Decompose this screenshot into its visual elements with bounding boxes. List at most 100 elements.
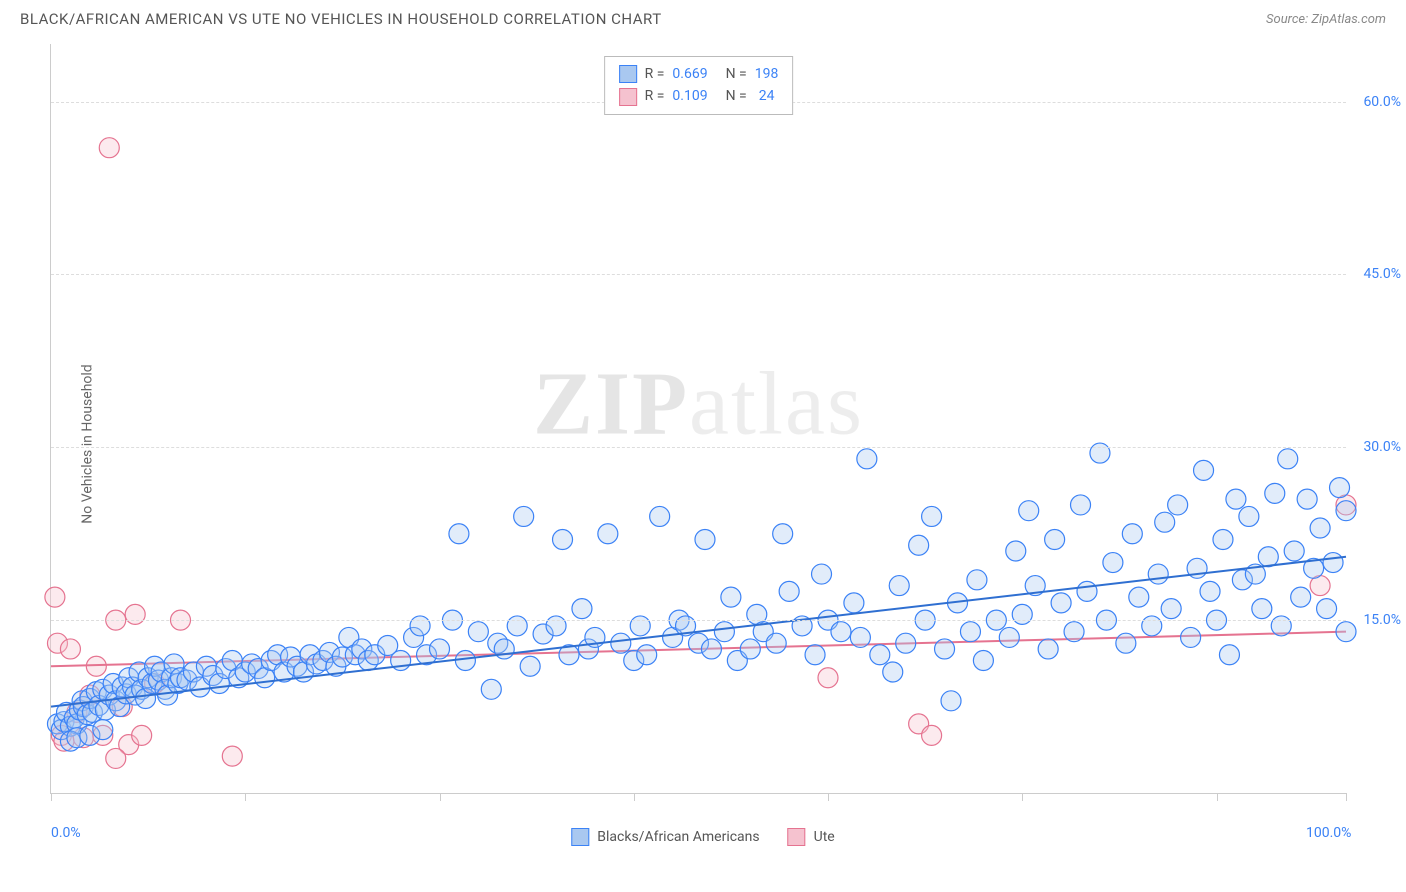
scatter-point (1258, 547, 1278, 567)
scatter-point (1155, 512, 1175, 532)
legend-item: Blacks/African Americans (571, 828, 759, 846)
x-tick (1022, 793, 1023, 801)
x-tick-label: 0.0% (51, 825, 81, 841)
scatter-point (1090, 443, 1110, 463)
scatter-point (1265, 483, 1285, 503)
scatter-point (1213, 529, 1233, 549)
scatter-point (1252, 599, 1272, 619)
x-tick (634, 793, 635, 801)
scatter-point (1291, 587, 1311, 607)
swatch-pink (619, 88, 637, 106)
scatter-point (1271, 616, 1291, 636)
scatter-point (507, 616, 527, 636)
scatter-point (1226, 489, 1246, 509)
stat-row-pink: R = 0.109 N = 24 (619, 85, 779, 107)
x-tick (245, 793, 246, 801)
scatter-point (520, 656, 540, 676)
scatter-point (1219, 645, 1239, 665)
scatter-point (695, 529, 715, 549)
scatter-point (1194, 460, 1214, 480)
scatter-point (1181, 627, 1201, 647)
scatter-point (805, 645, 825, 665)
scatter-point (125, 604, 145, 624)
scatter-point (960, 622, 980, 642)
scatter-point (701, 639, 721, 659)
scatter-point (967, 570, 987, 590)
r-label-pink: R = (645, 85, 665, 107)
scatter-point (812, 564, 832, 584)
n-label-blue: N = (726, 63, 747, 85)
scatter-point (883, 662, 903, 682)
n-label-pink: N = (726, 85, 747, 107)
scatter-point (1103, 553, 1123, 573)
scatter-point (1284, 541, 1304, 561)
x-tick (440, 793, 441, 801)
scatter-point (93, 720, 113, 740)
scatter-point (650, 506, 670, 526)
y-tick-label: 15.0% (1363, 612, 1401, 628)
scatter-point (455, 650, 475, 670)
scatter-svg (51, 44, 1346, 793)
scatter-point (935, 639, 955, 659)
scatter-point (1142, 616, 1162, 636)
scatter-point (1161, 599, 1181, 619)
scatter-point (1064, 622, 1084, 642)
scatter-point (1200, 581, 1220, 601)
scatter-point (1310, 518, 1330, 538)
r-value-pink: 0.109 (672, 85, 707, 107)
y-tick-label: 30.0% (1363, 439, 1401, 455)
scatter-point (572, 599, 592, 619)
scatter-point (1038, 639, 1058, 659)
scatter-point (1051, 593, 1071, 613)
source-label: Source: ZipAtlas.com (1266, 12, 1386, 27)
scatter-point (430, 639, 450, 659)
scatter-point (1012, 604, 1032, 624)
scatter-point (1116, 633, 1136, 653)
scatter-point (766, 633, 786, 653)
scatter-point (1006, 541, 1026, 561)
scatter-point (449, 524, 469, 544)
legend-swatch (571, 828, 589, 846)
scatter-point (630, 616, 650, 636)
scatter-point (857, 449, 877, 469)
legend-item: Ute (788, 828, 835, 846)
plot-area: ZIPatlas R = 0.669 N = 198 R = 0.109 N =… (50, 44, 1346, 794)
bottom-legend: Blacks/African Americans Ute (571, 828, 834, 846)
y-tick-label: 60.0% (1363, 94, 1401, 110)
scatter-point (132, 725, 152, 745)
chart-container: No Vehicles in Household ZIPatlas R = 0.… (0, 34, 1406, 854)
scatter-point (99, 138, 119, 158)
scatter-point (1077, 581, 1097, 601)
stat-legend: R = 0.669 N = 198 R = 0.109 N = 24 (604, 56, 794, 115)
x-tick-label: 100.0% (1306, 825, 1351, 841)
scatter-point (850, 627, 870, 647)
scatter-point (844, 593, 864, 613)
scatter-point (779, 581, 799, 601)
n-value-pink: 24 (759, 85, 775, 107)
scatter-point (222, 746, 242, 766)
scatter-point (1336, 622, 1356, 642)
scatter-point (1323, 553, 1343, 573)
scatter-point (831, 622, 851, 642)
scatter-point (773, 524, 793, 544)
x-tick (828, 793, 829, 801)
scatter-point (45, 587, 65, 607)
scatter-point (546, 616, 566, 636)
x-tick (1346, 793, 1347, 801)
chart-title: BLACK/AFRICAN AMERICAN VS UTE NO VEHICLE… (20, 10, 662, 28)
scatter-point (818, 668, 838, 688)
x-tick (51, 793, 52, 801)
scatter-point (1045, 529, 1065, 549)
scatter-point (598, 524, 618, 544)
scatter-point (553, 529, 573, 549)
r-label-blue: R = (645, 63, 665, 85)
grid-line (51, 620, 1346, 621)
grid-line (51, 274, 1346, 275)
n-value-blue: 198 (755, 63, 779, 85)
scatter-point (1148, 564, 1168, 584)
scatter-point (922, 506, 942, 526)
scatter-point (999, 627, 1019, 647)
x-tick (1217, 793, 1218, 801)
scatter-point (86, 656, 106, 676)
scatter-point (481, 679, 501, 699)
